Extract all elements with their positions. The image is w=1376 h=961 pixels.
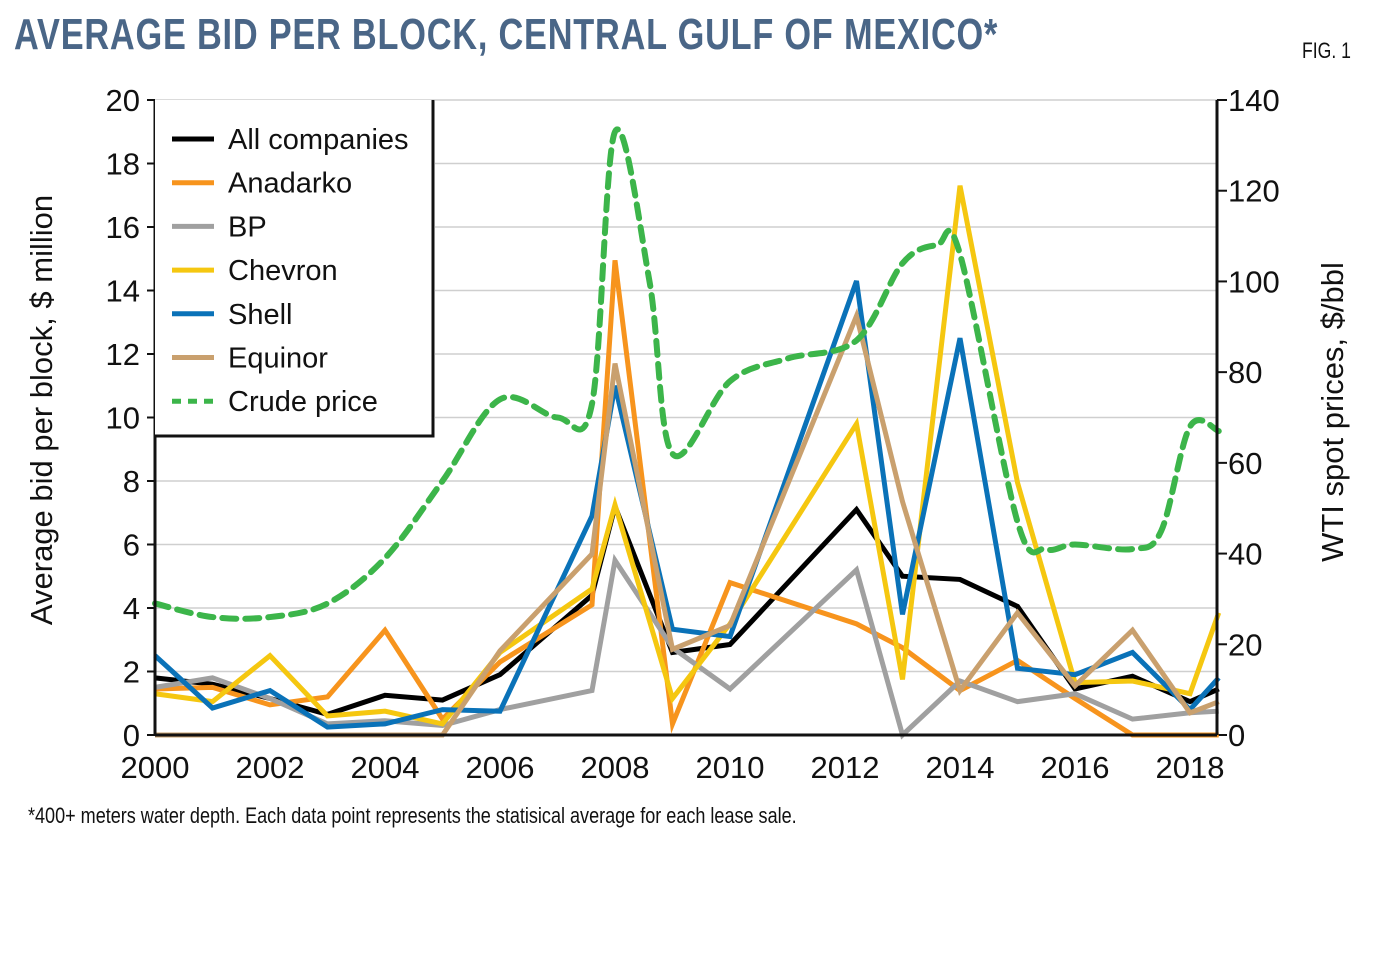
y-tick-label: 14 [106,274,140,309]
x-tick-label: 2008 [581,750,650,785]
x-tick-label: 2012 [811,750,880,785]
y-tick-label: 4 [123,591,140,626]
y-axis-title: Average bid per block, $ million [24,195,59,625]
y2-tick-label: 20 [1228,627,1262,662]
y-tick-label: 18 [106,147,140,182]
y2-tick-label: 40 [1228,537,1262,572]
legend-label: Anadarko [228,168,352,200]
x-tick-label: 2004 [351,750,420,785]
legend-label: Crude price [228,386,378,418]
y-tick-label: 8 [123,464,140,499]
figure-label: FIG. 1 [1302,38,1351,63]
x-tick-label: 2002 [236,750,305,785]
x-tick-label: 2016 [1041,750,1110,785]
x-tick-label: 2006 [466,750,535,785]
y-tick-label: 12 [106,337,140,372]
series-line-crude-price [152,126,1222,622]
y2-tick-label: 140 [1228,83,1280,118]
chart-title: AVERAGE BID PER BLOCK, CENTRAL GULF OF M… [14,10,999,59]
legend-border [155,100,435,438]
legend-label: BP [228,211,267,243]
legend-label: All companies [228,124,409,156]
legend-label: Equinor [228,343,328,375]
legend-label: Shell [228,299,293,331]
y2-axis-title: WTI spot prices, $/bbl [1315,262,1350,562]
x-tick-label: 2018 [1156,750,1225,785]
y-tick-label: 6 [123,528,140,563]
series-line-anadarko [154,260,1219,738]
y2-tick-label: 120 [1228,174,1280,209]
x-tick-label: 2000 [121,750,190,785]
y2-tick-label: 60 [1228,446,1262,481]
legend-label: Chevron [228,255,338,287]
y-tick-label: 20 [106,83,140,118]
y-tick-label: 0 [123,718,140,753]
y2-tick-label: 100 [1228,264,1280,299]
y2-tick-label: 0 [1228,718,1245,753]
y-tick-label: 10 [106,401,140,436]
y-tick-label: 2 [123,655,140,690]
series-line-shell [153,280,1221,730]
y2-tick-label: 80 [1228,355,1262,390]
x-tick-label: 2010 [696,750,765,785]
x-tick-label: 2014 [926,750,995,785]
footnote: *400+ meters water depth. Each data poin… [28,803,797,828]
y-tick-label: 16 [106,210,140,245]
